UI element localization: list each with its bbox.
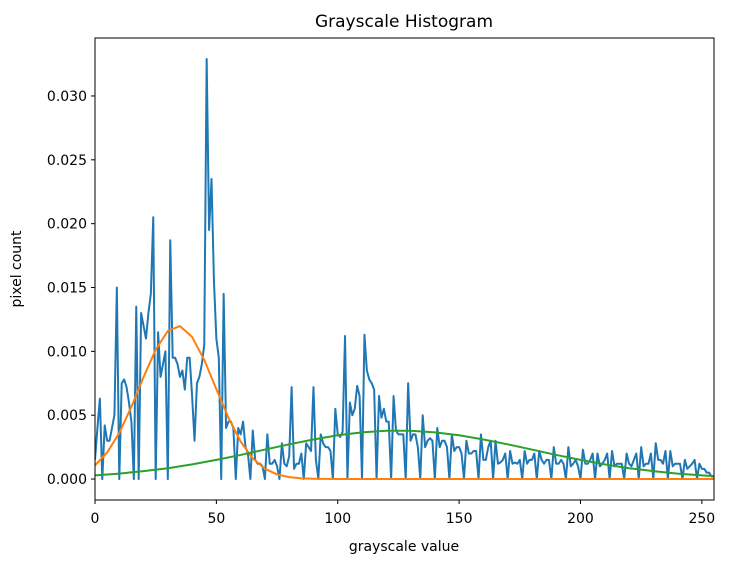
x-tick-label: 200 <box>567 511 594 527</box>
x-tick-label: 50 <box>207 511 225 527</box>
x-tick-label: 150 <box>446 511 473 527</box>
y-tick-label: 0.030 <box>47 89 87 105</box>
plot-frame <box>94 37 715 501</box>
x-tick-label: 250 <box>688 511 715 527</box>
x-tick-label: 0 <box>91 511 100 527</box>
y-tick-label: 0.025 <box>47 153 87 169</box>
series-line <box>95 325 714 481</box>
y-tick-label: 0.005 <box>47 408 87 424</box>
x-axis-label: grayscale value <box>349 539 459 555</box>
y-tick-label: 0.015 <box>47 281 87 297</box>
y-tick-label: 0.020 <box>47 217 87 233</box>
x-tick-label: 100 <box>324 511 351 527</box>
series-line <box>95 429 714 478</box>
y-tick-label: 0.010 <box>47 344 87 360</box>
chart-title: Grayscale Histogram <box>315 12 493 32</box>
y-tick-label: 0.000 <box>47 472 87 488</box>
y-axis-label: pixel count <box>9 230 25 308</box>
